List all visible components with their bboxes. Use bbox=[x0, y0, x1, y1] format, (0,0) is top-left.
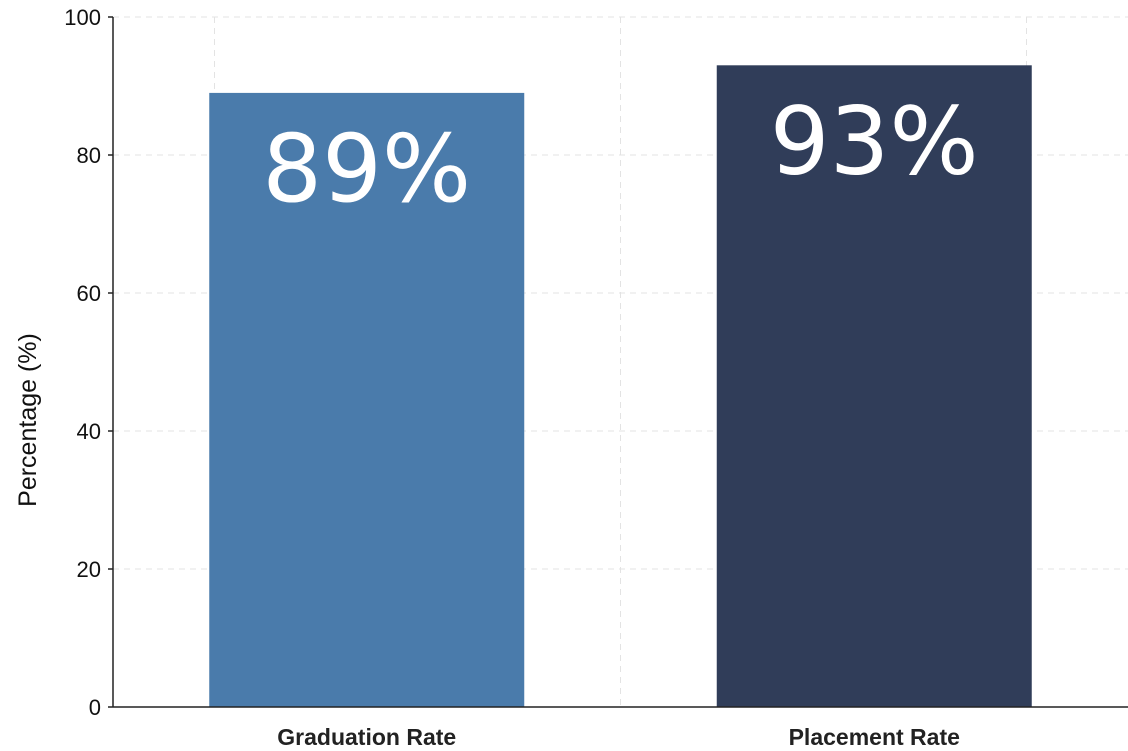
label-layer: 0 20 40 60 80 100 89% Graduation Rate 93% Placeme… bbox=[64, 5, 978, 750]
y-axis-title: Percentage (%) bbox=[14, 333, 42, 507]
x-tick-label: Placement Rate bbox=[789, 724, 960, 750]
y-tick-label: 100 bbox=[64, 5, 101, 30]
x-tick-label: Graduation Rate bbox=[277, 724, 456, 750]
bar-value-label: 89% bbox=[262, 115, 471, 224]
y-tick-label: 60 bbox=[77, 281, 101, 306]
y-tick-label: 40 bbox=[77, 419, 101, 444]
y-tick-label: 0 bbox=[89, 695, 101, 720]
bar-placement-rate bbox=[716, 65, 1032, 708]
bar-value-label: 93% bbox=[770, 87, 979, 196]
y-tick-label: 80 bbox=[77, 143, 101, 168]
axis-layer bbox=[108, 16, 1128, 708]
bar-layer bbox=[209, 65, 1032, 708]
bar-graduation-rate bbox=[209, 92, 525, 707]
y-tick-label: 20 bbox=[77, 557, 101, 582]
